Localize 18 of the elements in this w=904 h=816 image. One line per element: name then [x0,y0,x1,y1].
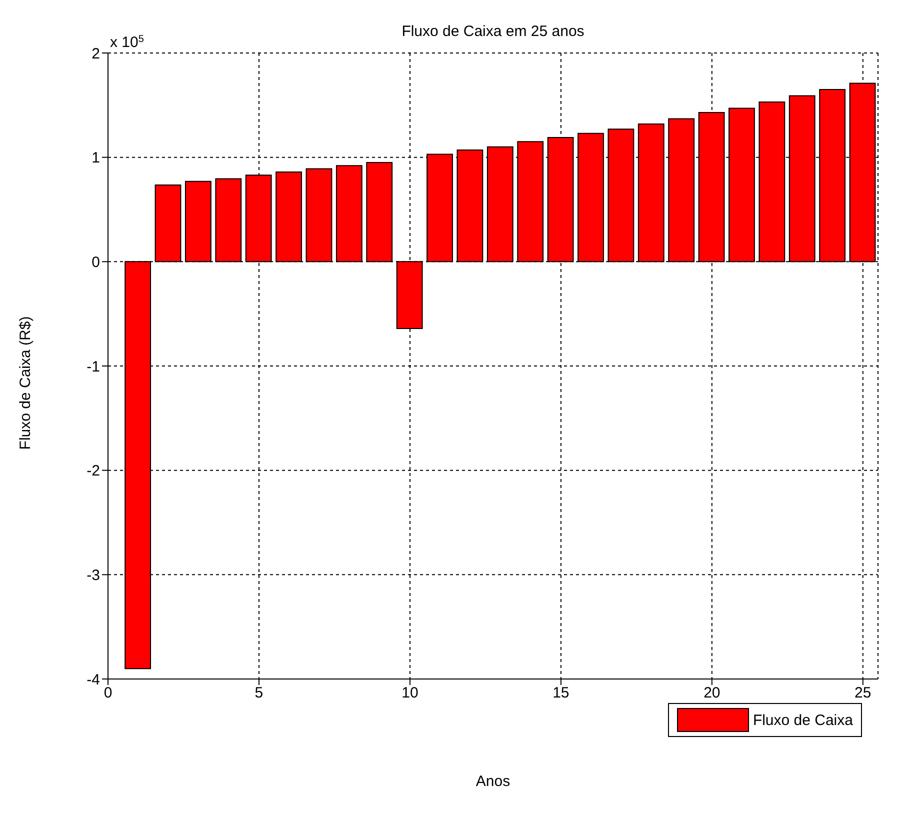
x-axis-title: Anos [476,773,510,790]
x-tick-label: 15 [552,684,570,702]
x-tick-label: 25 [854,684,872,702]
y-tick-label: 1 [92,150,100,167]
x-tick-label: 10 [402,684,418,702]
y-tick-label: -4 [86,671,100,688]
y-tick-label: 2 [92,45,100,62]
x-tick-label: 0 [104,684,112,702]
chart-title: Fluxo de Caixa em 25 anos [402,23,584,40]
y-tick-label: -1 [86,358,100,376]
text: x 10$^{5}$ [110,34,144,51]
y-tick-label: -3 [86,566,100,584]
x-tick-label: 20 [704,684,720,702]
legend-label: Fluxo de Caixa [752,712,853,728]
y-tick-label: -2 [86,462,100,480]
y-axis-title: Fluxo de Caixa (R$) [17,316,34,450]
y-tick-label: 0 [92,254,100,271]
x-tick-label: 5 [254,684,264,702]
